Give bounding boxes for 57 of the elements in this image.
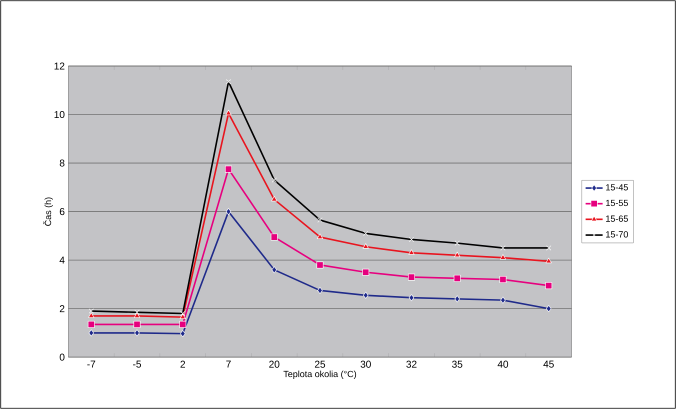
point xyxy=(363,292,368,299)
x-tick-label: 25 xyxy=(314,360,326,368)
point xyxy=(317,286,323,294)
y-tick-label: 4 xyxy=(60,256,65,264)
legend-label: 15-70 xyxy=(606,231,628,238)
x-tick-label: 2 xyxy=(180,360,186,368)
point xyxy=(134,312,140,318)
point xyxy=(316,261,324,268)
y-tick-label: 2 xyxy=(60,305,64,312)
point xyxy=(225,110,232,116)
point xyxy=(408,274,415,281)
y-tick-label: 12 xyxy=(54,62,64,70)
point xyxy=(271,196,278,202)
x-tick-label: 45 xyxy=(543,360,554,368)
point xyxy=(454,274,461,282)
point xyxy=(408,294,414,302)
point xyxy=(134,329,140,336)
y-tick-label: 6 xyxy=(60,208,64,216)
point xyxy=(272,266,277,274)
x-tick-label: -7 xyxy=(87,360,96,368)
point xyxy=(225,166,232,173)
point xyxy=(546,258,552,264)
point xyxy=(454,252,460,258)
x-tick-label: 40 xyxy=(498,360,508,368)
point xyxy=(179,320,186,328)
point xyxy=(454,295,460,302)
y-tick-label: 8 xyxy=(60,160,64,167)
legend-label: 15-55 xyxy=(606,200,628,206)
x-tick-label: 30 xyxy=(360,360,371,368)
y-axis-title: Čas (h) xyxy=(43,197,53,226)
x-tick-label: -5 xyxy=(133,360,142,368)
point xyxy=(362,268,370,276)
point xyxy=(88,329,94,336)
point xyxy=(270,234,278,241)
point xyxy=(545,282,552,290)
point xyxy=(362,243,369,249)
x-axis-title: Teplota okolia (°C) xyxy=(284,370,356,379)
x-tick-label: 20 xyxy=(269,360,280,368)
point xyxy=(500,296,506,304)
point xyxy=(226,208,232,216)
x-tick-label: 32 xyxy=(406,360,417,368)
legend-label: 15-45 xyxy=(606,184,628,190)
point xyxy=(316,234,324,239)
x-tick-label: 7 xyxy=(226,360,231,368)
y-tick-label: 0 xyxy=(60,354,64,361)
point xyxy=(88,320,95,328)
x-tick-label: 35 xyxy=(452,360,462,368)
point xyxy=(546,305,552,312)
point xyxy=(408,249,415,255)
point xyxy=(499,276,506,284)
point xyxy=(134,320,141,328)
y-tick-label: 10 xyxy=(54,110,64,118)
legend-label: 15-65 xyxy=(606,215,628,222)
point xyxy=(180,314,186,320)
point xyxy=(88,312,94,318)
point xyxy=(500,254,506,260)
point xyxy=(180,330,186,338)
